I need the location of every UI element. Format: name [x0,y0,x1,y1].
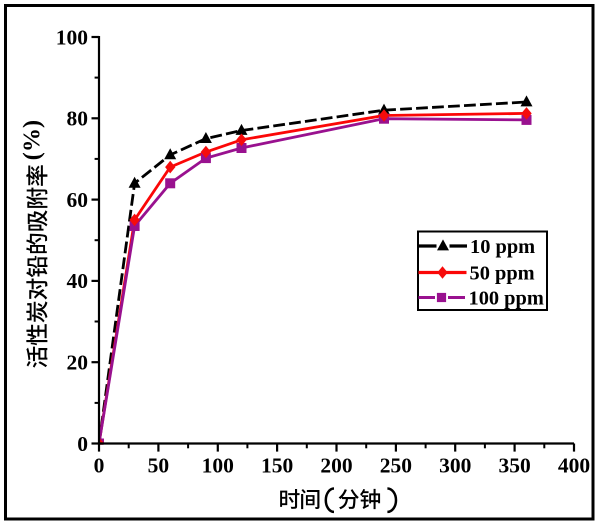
svg-text:0: 0 [94,454,105,478]
svg-text:250: 250 [380,454,412,478]
svg-text:300: 300 [439,454,471,478]
svg-text:50: 50 [148,454,170,478]
svg-text:100: 100 [202,454,234,478]
svg-text:100 ppm: 100 ppm [469,288,544,310]
svg-text:400: 400 [558,454,590,478]
svg-text:50 ppm: 50 ppm [470,263,535,285]
svg-text:20: 20 [67,351,89,375]
svg-text:0: 0 [77,432,88,456]
svg-text:60: 60 [67,188,89,212]
svg-text:100: 100 [56,25,88,49]
svg-text:200: 200 [320,454,352,478]
svg-text:80: 80 [67,107,89,131]
svg-text:40: 40 [67,269,89,293]
svg-text:(%): (%) [19,120,46,160]
svg-text:150: 150 [261,454,293,478]
svg-text:10 ppm: 10 ppm [470,236,535,258]
svg-text:350: 350 [498,454,530,478]
